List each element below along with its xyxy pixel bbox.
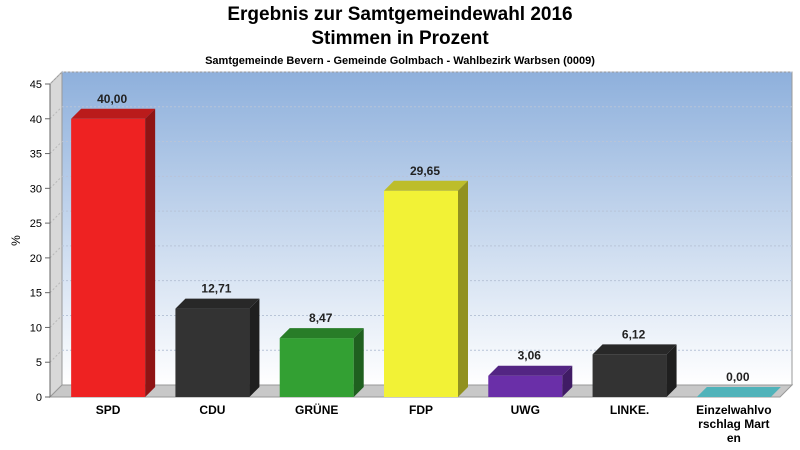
y-axis-label: % bbox=[9, 235, 23, 246]
bar bbox=[592, 354, 667, 397]
y-tick-label: 15 bbox=[30, 288, 42, 300]
bar bbox=[279, 338, 354, 397]
bar-side bbox=[145, 108, 156, 398]
x-tick-label: CDU bbox=[199, 403, 225, 417]
bar-side bbox=[249, 298, 260, 397]
bar-top bbox=[592, 344, 677, 355]
gridline-side bbox=[49, 349, 63, 363]
y-tick-label: 20 bbox=[30, 253, 42, 265]
gridline-side bbox=[49, 315, 63, 328]
x-tick-label: Einzelwahlvo rschlag Mart en bbox=[696, 403, 771, 445]
bar-top bbox=[279, 328, 364, 339]
bar-value-label: 0,00 bbox=[726, 370, 750, 384]
chart-title: Ergebnis zur Samtgemeindewahl 2016 bbox=[227, 4, 573, 25]
y-tick-label: 30 bbox=[30, 183, 42, 195]
chart-subtitle: Stimmen in Prozent bbox=[311, 28, 489, 49]
gridline-side bbox=[49, 245, 63, 259]
bar-side bbox=[353, 328, 364, 397]
gridline-side bbox=[49, 280, 63, 294]
y-tick-label: 45 bbox=[30, 79, 42, 91]
bar bbox=[488, 375, 563, 397]
bar-value-label: 8,47 bbox=[309, 311, 333, 325]
bar-side bbox=[458, 180, 468, 397]
bar-value-label: 3,06 bbox=[518, 349, 542, 363]
x-tick-label: FDP bbox=[409, 403, 433, 417]
y-tick-label: 35 bbox=[30, 149, 42, 161]
x-tick-label: LINKE. bbox=[610, 403, 649, 417]
bar bbox=[384, 190, 458, 397]
y-tick-label: 0 bbox=[36, 392, 42, 404]
bar bbox=[175, 308, 250, 397]
bar-value-label: 29,65 bbox=[410, 164, 440, 178]
bar-top bbox=[696, 387, 781, 397]
bar-top bbox=[488, 365, 573, 376]
y-tick-label: 25 bbox=[30, 218, 42, 230]
bar-value-label: 40,00 bbox=[97, 92, 127, 106]
gridline-side bbox=[49, 106, 63, 120]
bar-side bbox=[666, 344, 677, 397]
gridline-side bbox=[49, 210, 63, 224]
bar-top bbox=[175, 298, 260, 309]
x-tick-label: SPD bbox=[96, 403, 121, 417]
y-tick-label: 10 bbox=[30, 322, 42, 334]
gridline-side bbox=[49, 71, 63, 85]
y-tick-label: 5 bbox=[36, 357, 42, 369]
gridline-side bbox=[49, 141, 63, 154]
chart-caption: Samtgemeinde Bevern - Gemeinde Golmbach … bbox=[205, 55, 595, 67]
y-tick-label: 40 bbox=[30, 114, 42, 126]
bar-top bbox=[384, 180, 468, 191]
gridline-side bbox=[49, 175, 63, 189]
plot-side-wall bbox=[49, 70, 63, 399]
bar-side bbox=[562, 365, 573, 397]
x-tick-label: GRÜNE bbox=[295, 402, 338, 417]
x-tick-label: UWG bbox=[511, 403, 540, 417]
bar-value-label: 12,71 bbox=[201, 282, 231, 296]
bar-value-label: 6,12 bbox=[622, 327, 646, 341]
bar bbox=[71, 118, 146, 398]
bar-top bbox=[71, 108, 156, 119]
